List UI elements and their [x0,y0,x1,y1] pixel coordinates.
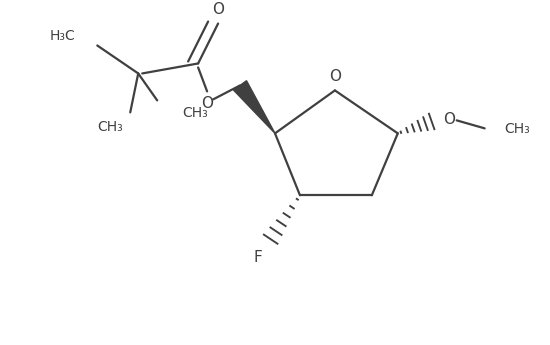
Polygon shape [234,81,275,134]
Text: O: O [212,2,224,17]
Text: O: O [443,112,455,127]
Text: CH₃: CH₃ [504,122,530,136]
Text: CH₃: CH₃ [182,106,208,120]
Text: H₃C: H₃C [50,29,75,42]
Text: O: O [201,96,213,111]
Text: F: F [254,250,262,265]
Text: CH₃: CH₃ [97,120,123,134]
Text: O: O [329,69,341,84]
